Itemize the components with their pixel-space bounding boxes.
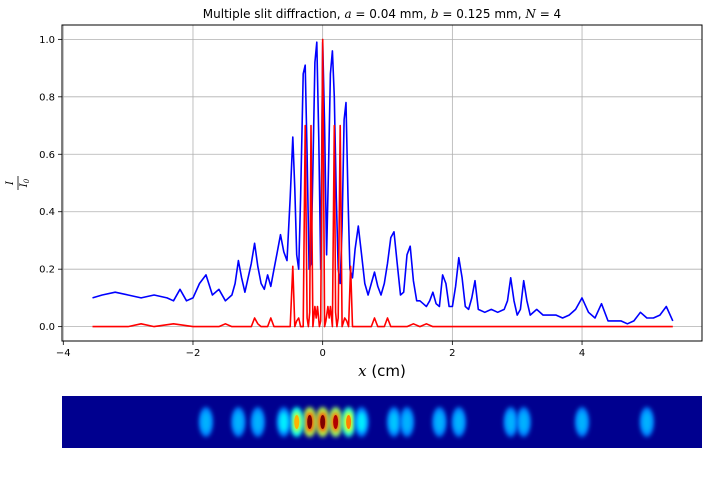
fringe-body bbox=[279, 412, 289, 432]
fringe-core bbox=[307, 415, 313, 429]
y-tick-label: 0.8 bbox=[39, 92, 55, 103]
plot-lines bbox=[92, 38, 674, 328]
y-tick-label: 0.0 bbox=[39, 322, 55, 333]
fringe-body bbox=[233, 412, 243, 432]
fringe-body bbox=[357, 412, 367, 432]
fringe-body bbox=[389, 412, 399, 432]
intensity-strip-fringes bbox=[198, 407, 654, 437]
y-tick-label: 1.0 bbox=[39, 35, 55, 46]
x-tick-label: 4 bbox=[579, 348, 585, 359]
fringe-core bbox=[294, 415, 300, 429]
y-tick-label: 0.2 bbox=[39, 265, 55, 276]
svg-text:I0: I0 bbox=[19, 178, 31, 188]
chart-title: Multiple slit diffraction, a = 0.04 mm, … bbox=[203, 7, 561, 21]
fringe-body bbox=[642, 412, 652, 432]
x-tick-label: −4 bbox=[56, 348, 71, 359]
intensity-strip bbox=[62, 396, 702, 448]
fringe-body bbox=[454, 412, 464, 432]
fringe-body bbox=[201, 412, 211, 432]
svg-text:I: I bbox=[5, 180, 16, 186]
fringe-core bbox=[333, 415, 339, 429]
y-tick-label: 0.4 bbox=[39, 207, 55, 218]
series-line-0 bbox=[92, 41, 674, 325]
series-line-1 bbox=[92, 38, 673, 328]
fringe-body bbox=[519, 412, 529, 432]
x-tick-label: 2 bbox=[449, 348, 455, 359]
x-tick-label: −2 bbox=[186, 348, 201, 359]
fringe-body bbox=[577, 412, 587, 432]
plot-frame bbox=[61, 24, 703, 342]
fringe-core bbox=[320, 415, 326, 429]
axis-ticks: −4 −2 0 2 4 0.0 0.2 0.4 0.6 0.8 1.0 bbox=[39, 35, 585, 359]
y-tick-label: 0.6 bbox=[39, 150, 55, 161]
fringe-body bbox=[434, 412, 444, 432]
fringe-body bbox=[253, 412, 263, 432]
x-tick-label: 0 bbox=[319, 348, 325, 359]
x-axis-label: x (cm) bbox=[358, 362, 406, 380]
fringe-body bbox=[506, 412, 516, 432]
fringe-body bbox=[402, 412, 412, 432]
y-axis-label: I I0 bbox=[5, 176, 31, 190]
fringe-core bbox=[346, 415, 352, 429]
